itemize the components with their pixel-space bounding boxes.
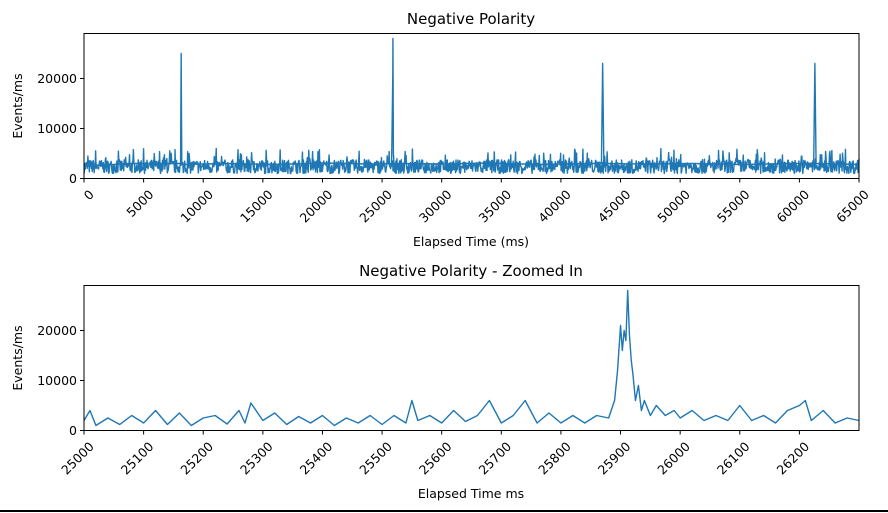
top-x-axis-label: Elapsed Time (ms) bbox=[413, 234, 529, 249]
top-y-ticks: 0 10000 20000 bbox=[37, 71, 84, 186]
x-tick-label: 30000 bbox=[416, 187, 455, 226]
bottom-x-ticks: 25000 25100 25200 25300 25400 25500 25600 25700… bbox=[58, 430, 813, 478]
x-tick-label: 25600 bbox=[416, 439, 455, 478]
x-tick-label: 26000 bbox=[654, 439, 693, 478]
series-noise-band bbox=[83, 147, 860, 175]
y-tick-label: 0 bbox=[69, 171, 77, 186]
x-tick-label: 25400 bbox=[297, 439, 336, 478]
x-tick-label: 26100 bbox=[714, 439, 753, 478]
y-tick-label: 10000 bbox=[37, 121, 77, 136]
x-tick-label: 35000 bbox=[475, 187, 514, 226]
y-tick-label: 10000 bbox=[37, 373, 77, 388]
bottom-x-axis-label: Elapsed Time ms bbox=[418, 486, 524, 501]
bottom-panel: Negative Polarity - Zoomed In 25000 25100… bbox=[10, 262, 860, 501]
bottom-y-ticks: 0 10000 20000 bbox=[37, 323, 84, 438]
x-tick-label: 25000 bbox=[58, 439, 97, 478]
x-tick-label: 0 bbox=[81, 187, 97, 203]
y-tick-label: 20000 bbox=[37, 323, 77, 338]
x-tick-label: 10000 bbox=[177, 187, 216, 226]
top-y-axis-label: Events/ms bbox=[10, 73, 25, 138]
series-line-0 bbox=[83, 37, 860, 167]
x-tick-label: 26200 bbox=[774, 439, 813, 478]
x-tick-label: 50000 bbox=[654, 187, 693, 226]
x-tick-label: 25000 bbox=[356, 187, 395, 226]
top-panel: Negative Polarity 0 5000 10000 15000 20000 25… bbox=[10, 10, 872, 249]
top-x-ticks: 0 5000 10000 15000 20000 25000 30000 35000 40000… bbox=[81, 178, 872, 226]
x-tick-label: 45000 bbox=[595, 187, 634, 226]
x-tick-label: 25800 bbox=[535, 439, 574, 478]
bottom-plot-frame bbox=[83, 285, 860, 431]
x-tick-label: 25900 bbox=[595, 439, 634, 478]
x-tick-label: 5000 bbox=[123, 187, 156, 220]
x-tick-label: 25200 bbox=[177, 439, 216, 478]
bottom-series-group bbox=[83, 289, 860, 427]
bottom-border-line bbox=[0, 510, 888, 512]
y-tick-label: 0 bbox=[69, 423, 77, 438]
top-chart-title: Negative Polarity bbox=[407, 10, 535, 28]
x-tick-label: 25100 bbox=[118, 439, 157, 478]
x-tick-label: 25300 bbox=[237, 439, 276, 478]
top-series-group bbox=[83, 37, 860, 175]
x-tick-label: 40000 bbox=[535, 187, 574, 226]
top-plot-frame bbox=[83, 33, 860, 179]
x-tick-label: 55000 bbox=[714, 187, 753, 226]
y-tick-label: 20000 bbox=[37, 71, 77, 86]
series-line-0 bbox=[83, 289, 860, 427]
bottom-y-axis-label: Events/ms bbox=[10, 325, 25, 390]
x-tick-label: 60000 bbox=[774, 187, 813, 226]
x-tick-label: 15000 bbox=[237, 187, 276, 226]
x-tick-label: 25500 bbox=[356, 439, 395, 478]
x-tick-label: 65000 bbox=[833, 187, 872, 226]
x-tick-label: 25700 bbox=[475, 439, 514, 478]
x-tick-label: 20000 bbox=[297, 187, 336, 226]
bottom-chart-title: Negative Polarity - Zoomed In bbox=[359, 262, 583, 280]
